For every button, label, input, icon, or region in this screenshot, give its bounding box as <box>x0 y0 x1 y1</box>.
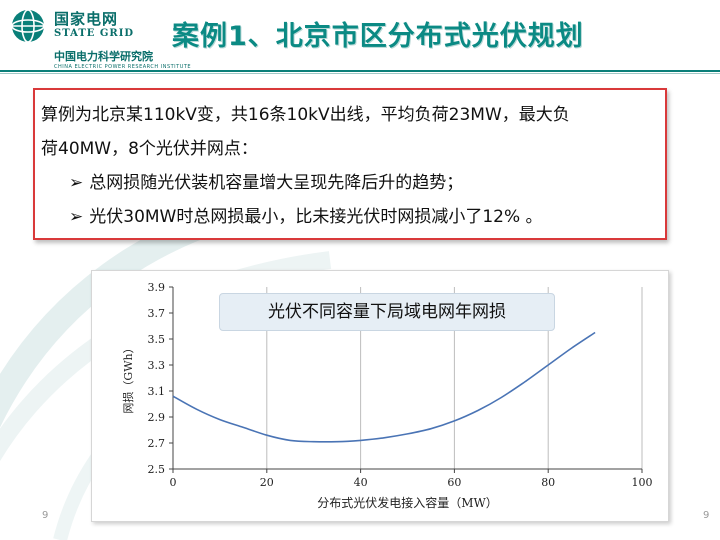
state-grid-logo: 国家电网 STATE GRID 中国电力科学研究院 CHINA ELECTRIC… <box>8 6 198 70</box>
x-tick-label: 20 <box>260 476 274 489</box>
y-tick-label: 2.9 <box>148 411 166 424</box>
logo-text-en: STATE GRID <box>54 28 135 39</box>
x-tick-label: 100 <box>632 476 653 489</box>
bullet-item: ➢ 总网损随光伏装机容量增大呈现先降后升的趋势； <box>69 168 463 193</box>
header: 国家电网 STATE GRID 中国电力科学研究院 CHINA ELECTRIC… <box>0 0 720 74</box>
y-tick-label: 3.7 <box>148 307 166 320</box>
header-divider-thin <box>0 73 720 74</box>
chart-panel: 2.5 2.7 2.9 3.1 3.3 3.5 3.7 3.9 0 20 40 60 80 100 分布式光… <box>91 270 669 522</box>
x-tick-label: 40 <box>354 476 368 489</box>
globe-icon <box>11 9 45 43</box>
tick-labels: 2.5 2.7 2.9 3.1 3.3 3.5 3.7 3.9 0 20 40 60 80 100 分布式光… <box>121 281 653 510</box>
y-tick-label: 3.3 <box>148 359 166 372</box>
y-tick-label: 3.1 <box>148 385 166 398</box>
series-line <box>172 331 596 443</box>
header-divider <box>0 70 720 72</box>
x-axis-label: 分布式光伏发电接入容量（MW） <box>317 495 498 510</box>
bullet-item: ➢ 光伏30MW时总网损最小，比未接光伏时网损减小了12% 。 <box>69 202 543 227</box>
bullet-text: 总网损随光伏装机容量增大呈现先降后升的趋势； <box>89 173 464 193</box>
axes <box>169 286 643 473</box>
y-axis-label: 网损（GWh） <box>121 342 135 413</box>
y-tick-label: 3.9 <box>148 281 166 294</box>
page-number-right: 9 <box>703 510 710 521</box>
chart-title: 光伏不同容量下局域电网年网损 <box>219 293 555 331</box>
logo-text-cn: 国家电网 <box>54 10 119 28</box>
slide-title: 案例1、北京市区分布式光伏规划 <box>172 21 584 52</box>
case-intro-line-1: 算例为北京某110kV变，共16条10kV出线，平均负荷23MW，最大负 <box>41 105 570 125</box>
x-tick-label: 80 <box>541 476 555 489</box>
institute-name-cn: 中国电力科学研究院 <box>54 50 153 63</box>
arrow-bullet-icon: ➢ <box>69 207 84 227</box>
x-tick-label: 60 <box>447 476 461 489</box>
case-intro-line-2: 荷40MW，8个光伏并网点： <box>41 139 258 159</box>
network-loss-chart: 2.5 2.7 2.9 3.1 3.3 3.5 3.7 3.9 0 20 40 60 80 100 分布式光… <box>121 281 653 510</box>
arrow-bullet-icon: ➢ <box>69 173 84 193</box>
institute-name-en: CHINA ELECTRIC POWER RESEARCH INSTITUTE <box>54 64 192 70</box>
bullet-text: 光伏30MW时总网损最小，比未接光伏时网损减小了12% 。 <box>89 207 543 227</box>
y-tick-label: 2.7 <box>148 437 166 450</box>
page-number-left: 9 <box>42 510 49 521</box>
y-tick-label: 2.5 <box>148 463 166 476</box>
series-layer <box>172 331 596 443</box>
y-tick-label: 3.5 <box>148 333 166 346</box>
x-tick-label: 0 <box>170 476 177 489</box>
case-description-box: 算例为北京某110kV变，共16条10kV出线，平均负荷23MW，最大负 荷40… <box>33 88 667 240</box>
